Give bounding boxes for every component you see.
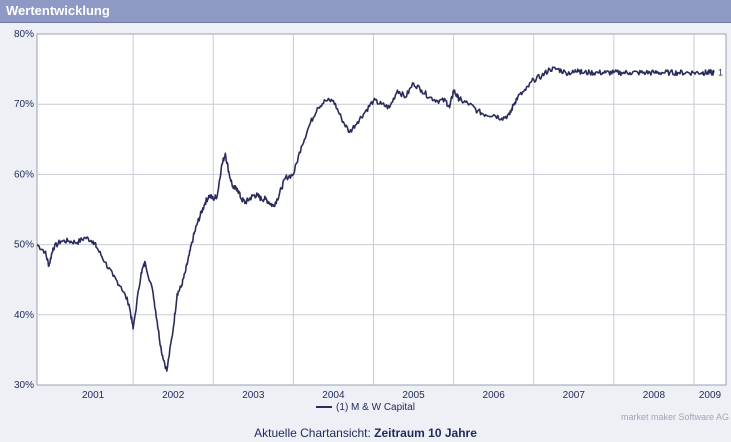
legend-swatch: [316, 406, 333, 409]
x-tick-label: 2004: [322, 390, 345, 401]
y-tick-label: 80%: [14, 29, 34, 40]
x-tick-label: 2006: [483, 390, 506, 401]
series-line-m-w-capital: [36, 66, 715, 372]
x-tick-label: 2002: [162, 390, 185, 401]
x-tick-label: 2007: [563, 390, 586, 401]
y-tick-label: 50%: [14, 240, 34, 251]
panel-title: Wertentwicklung: [6, 3, 110, 18]
x-tick-label: 2008: [643, 390, 666, 401]
caption-period: Zeitraum 10 Jahre: [374, 426, 477, 440]
panel-header: Wertentwicklung: [0, 0, 731, 23]
credit-text: market maker Software AG: [620, 412, 729, 422]
chart-caption: Aktuelle Chartansicht: Zeitraum 10 Jahre: [0, 426, 731, 440]
y-tick-label: 30%: [14, 380, 34, 391]
series-end-label: 1: [718, 68, 723, 78]
legend: (1) M & W Capital: [0, 402, 731, 413]
x-tick-label: 2005: [402, 390, 425, 401]
x-tick-label: 2001: [82, 390, 105, 401]
x-tick-label: 2003: [242, 390, 265, 401]
caption-prefix: Aktuelle Chartansicht:: [254, 426, 375, 440]
plot-area: [36, 33, 727, 386]
y-tick-label: 60%: [14, 169, 34, 180]
y-tick-label: 70%: [14, 99, 34, 110]
legend-label: (1) M & W Capital: [336, 402, 415, 413]
y-tick-label: 40%: [14, 310, 34, 321]
x-tick-label: 2009: [699, 390, 722, 401]
